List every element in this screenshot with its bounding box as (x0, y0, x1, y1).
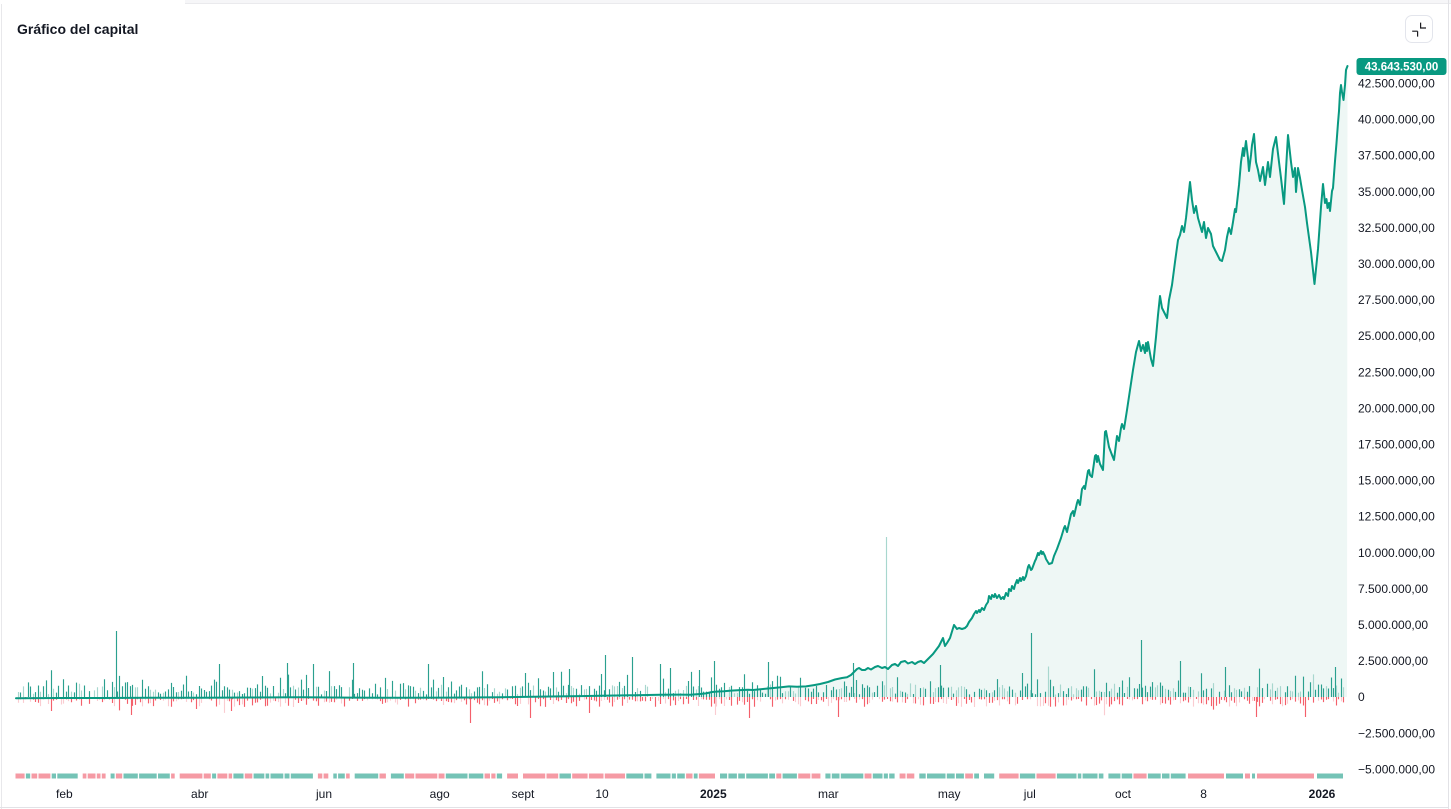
svg-text:22.500.000,00: 22.500.000,00 (1358, 365, 1435, 379)
svg-text:35.000.000,00: 35.000.000,00 (1358, 185, 1435, 199)
svg-text:40.000.000,00: 40.000.000,00 (1358, 113, 1435, 127)
svg-text:feb: feb (56, 787, 73, 801)
svg-text:sept: sept (512, 787, 535, 801)
svg-text:30.000.000,00: 30.000.000,00 (1358, 257, 1435, 271)
svg-text:12.500.000,00: 12.500.000,00 (1358, 510, 1435, 524)
svg-text:0: 0 (1358, 690, 1365, 704)
svg-text:7.500.000,00: 7.500.000,00 (1358, 582, 1428, 596)
svg-text:37.500.000,00: 37.500.000,00 (1358, 149, 1435, 163)
svg-text:abr: abr (191, 787, 208, 801)
svg-text:−5.000.000,00: −5.000.000,00 (1358, 762, 1435, 776)
svg-text:oct: oct (1115, 787, 1132, 801)
svg-text:jun: jun (315, 787, 332, 801)
svg-text:2.500.000,00: 2.500.000,00 (1358, 654, 1428, 668)
svg-text:17.500.000,00: 17.500.000,00 (1358, 438, 1435, 452)
svg-text:mar: mar (818, 787, 839, 801)
svg-text:32.500.000,00: 32.500.000,00 (1358, 221, 1435, 235)
svg-text:5.000.000,00: 5.000.000,00 (1358, 618, 1428, 632)
svg-text:may: may (938, 787, 961, 801)
svg-text:15.000.000,00: 15.000.000,00 (1358, 474, 1435, 488)
svg-text:ago: ago (430, 787, 450, 801)
svg-text:27.500.000,00: 27.500.000,00 (1358, 293, 1435, 307)
svg-text:8: 8 (1200, 787, 1207, 801)
svg-text:10: 10 (595, 787, 609, 801)
svg-text:43.643.530,00: 43.643.530,00 (1365, 62, 1439, 74)
svg-text:20.000.000,00: 20.000.000,00 (1358, 401, 1435, 415)
svg-text:42.500.000,00: 42.500.000,00 (1358, 77, 1435, 91)
svg-text:2026: 2026 (1309, 787, 1336, 801)
svg-text:25.000.000,00: 25.000.000,00 (1358, 329, 1435, 343)
svg-text:2025: 2025 (700, 787, 727, 801)
svg-text:−2.500.000,00: −2.500.000,00 (1358, 726, 1435, 740)
svg-text:jul: jul (1023, 787, 1036, 801)
svg-text:10.000.000,00: 10.000.000,00 (1358, 546, 1435, 560)
